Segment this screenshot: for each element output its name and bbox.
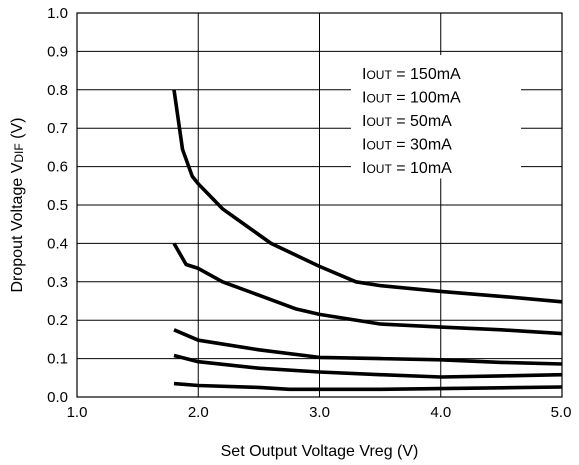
series-lines <box>172 89 563 392</box>
y-axis-title-unit: (V) <box>9 118 26 144</box>
y-axis-ticks: 0.0 0.1 0.2 0.3 0.4 0.5 0.6 0.7 0.8 0.9 1.0 <box>47 5 68 406</box>
y-tick-label: 0.1 <box>47 351 68 368</box>
legend-background <box>351 55 521 179</box>
legend-entry: IOUT = 150mA <box>362 66 461 83</box>
series-line-10ma <box>173 381 563 392</box>
series-line-50ma <box>173 328 563 366</box>
y-tick-label: 0.3 <box>47 274 68 291</box>
y-tick-label: 1.0 <box>47 5 68 22</box>
y-tick-label: 0.2 <box>47 312 68 329</box>
x-axis-ticks: 1.0 2.0 3.0 4.0 5.0 <box>67 404 572 421</box>
y-tick-label: 0.0 <box>47 389 68 406</box>
series-line-30ma <box>173 353 563 379</box>
y-axis-title-main: Dropout Voltage V <box>9 162 26 292</box>
x-tick-label: 3.0 <box>309 404 330 421</box>
legend-entry: IOUT = 10mA <box>362 160 452 177</box>
y-axis-title-sub: DIF <box>12 143 26 162</box>
series-line-150ma <box>172 89 563 304</box>
legend: IOUT = 150mA IOUT = 100mA IOUT = 50mA IOUT … <box>351 55 521 179</box>
x-axis-title: Set Output Voltage Vreg (V) <box>221 443 419 460</box>
x-tick-label: 2.0 <box>188 404 209 421</box>
legend-entry: IOUT = 30mA <box>362 137 452 154</box>
series-line-100ma <box>172 242 563 336</box>
y-tick-label: 0.7 <box>47 120 68 137</box>
y-tick-label: 0.6 <box>47 159 68 176</box>
x-tick-label: 1.0 <box>67 404 88 421</box>
y-tick-label: 0.8 <box>47 82 68 99</box>
x-tick-label: 4.0 <box>430 404 451 421</box>
y-tick-label: 0.4 <box>47 235 68 252</box>
plot-frame <box>76 12 563 398</box>
y-axis-title: Dropout Voltage VDIF (V) <box>9 118 26 293</box>
legend-entry: IOUT = 50mA <box>362 113 452 130</box>
y-tick-label: 0.5 <box>47 197 68 214</box>
y-tick-label: 0.9 <box>47 43 68 60</box>
legend-entry: IOUT = 100mA <box>362 90 461 107</box>
x-tick-label: 5.0 <box>551 404 572 421</box>
